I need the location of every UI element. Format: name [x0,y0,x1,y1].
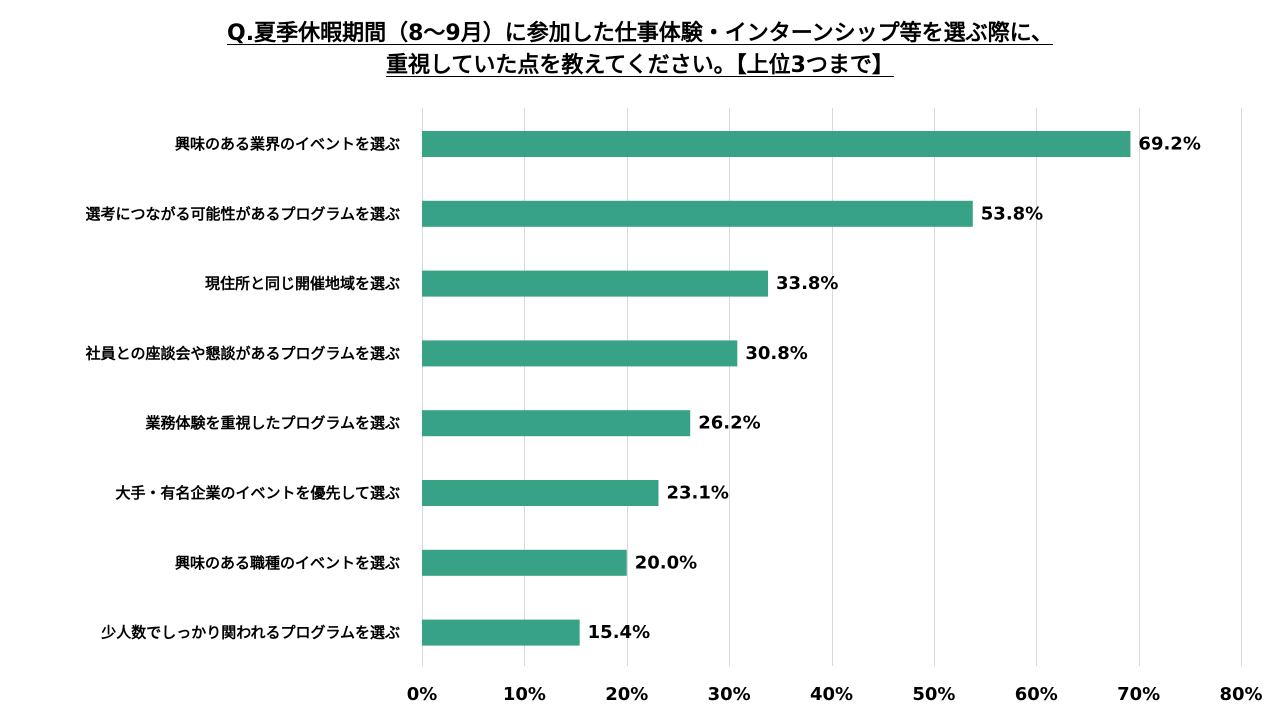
category-label: 興味のある職種のイベントを選ぶ [175,554,400,572]
value-label: 30.8% [745,343,807,364]
category-labels: 興味のある業界のイベントを選ぶ選考につながる可能性があるプログラムを選ぶ現住所と… [85,135,400,642]
value-label: 53.8% [981,203,1043,224]
value-label: 26.2% [698,413,760,434]
x-tick-label: 80% [1219,684,1262,705]
bar [422,200,973,227]
category-label: 現住所と同じ開催地域を選ぶ [205,275,400,293]
value-label: 23.1% [666,483,728,504]
x-axis-tick-labels: 0% 10% 20% 30% 40% 50% 60% 70% 80% [407,684,1263,705]
value-label: 33.8% [776,273,838,294]
gridlines [422,108,1242,666]
category-label: 少人数でしっかり関われるプログラムを選ぶ [100,624,400,642]
x-tick-label: 70% [1117,684,1160,705]
bar [422,131,1131,157]
x-tick-label: 60% [1015,684,1058,705]
chart-title: Q.夏季休暇期間（8～9月）に参加した仕事体験・インターンシップ等を選ぶ際に、 … [0,18,1280,82]
bar [422,410,691,437]
bar [422,270,769,297]
x-tick-label: 50% [912,684,955,705]
x-tick-label: 0% [407,684,438,705]
x-tick-label: 20% [605,684,648,705]
category-label: 社員との座談会や懇談があるプログラムを選ぶ [85,344,400,362]
category-label: 選考につながる可能性があるプログラムを選ぶ [85,205,400,223]
value-label: 20.0% [635,552,697,573]
x-tick-label: 10% [503,684,546,705]
bar [422,619,580,646]
value-labels: 69.2% 53.8% 33.8% 30.8% 26.2% 23.1% 20.0% 15.4% [588,134,1201,644]
category-label: 業務体験を重視したプログラムを選ぶ [144,414,400,432]
category-label: 大手・有名企業のイベントを優先して選ぶ [115,484,400,502]
x-tick-label: 30% [708,684,751,705]
bar [422,480,659,506]
category-label: 興味のある業界のイベントを選ぶ [175,135,400,153]
bar [422,549,627,576]
value-label: 69.2% [1138,134,1200,155]
value-label: 15.4% [588,622,650,643]
bar [422,340,738,367]
x-tick-label: 40% [810,684,853,705]
chart-title-line-1: Q.夏季休暇期間（8～9月）に参加した仕事体験・インターンシップ等を選ぶ際に、 [227,21,1053,46]
bars [422,131,1131,646]
chart-title-line-2: 重視していた点を教えてください。【上位3つまで】 [386,53,894,78]
